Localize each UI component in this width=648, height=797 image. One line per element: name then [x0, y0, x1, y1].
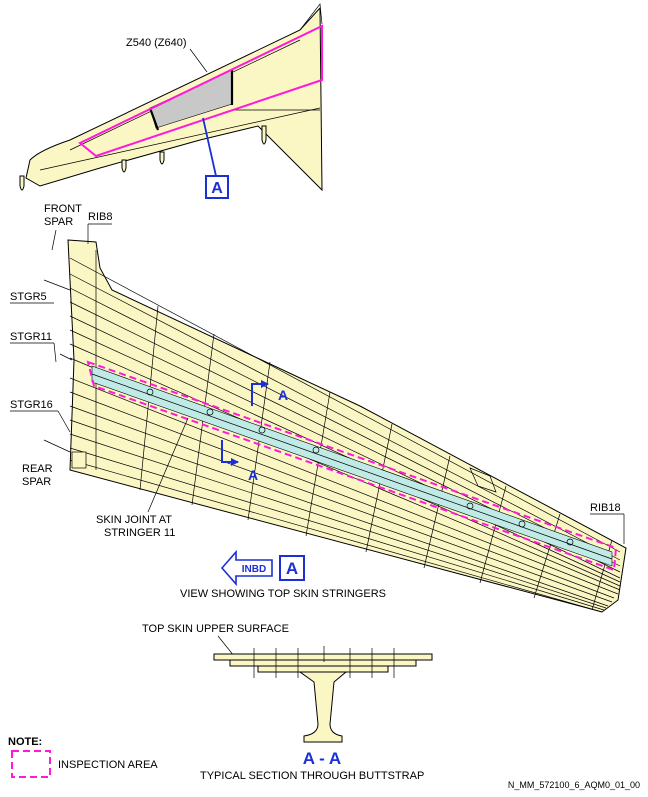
inspection-zone-outline	[78, 24, 323, 158]
zone-leader	[189, 48, 208, 73]
drawing-id: N_MM_572100_6_AQM0_01_00	[508, 780, 640, 790]
inspection-legend-swatch	[11, 750, 51, 778]
section-title: A - A	[303, 749, 341, 768]
view-marker-a: A	[279, 555, 305, 581]
inbd-arrow: INBD	[220, 549, 273, 587]
skin-panel	[67, 239, 627, 613]
view-callout-letter: A	[211, 180, 223, 197]
view-callout-a: A	[205, 175, 229, 199]
stgr16-label: STGR16	[10, 399, 53, 411]
buttstrap-section	[213, 646, 433, 743]
wing-planform	[19, 3, 323, 192]
view-callout-line	[202, 117, 217, 177]
stgr5-label: STGR5	[10, 291, 47, 303]
skin-joint-label-1: SKIN JOINT AT	[96, 514, 172, 526]
skin-joint-band	[91, 365, 613, 567]
stringer-lines	[69, 257, 621, 613]
section-marker-top-letter: A	[278, 387, 288, 403]
front-spar-leader	[51, 229, 57, 251]
rear-spar-label-2: SPAR	[22, 476, 51, 488]
note-legend-label: INSPECTION AREA	[58, 759, 158, 771]
top-skin-label: TOP SKIN UPPER SURFACE	[142, 623, 289, 635]
rear-spar-label-1: REAR	[22, 463, 53, 475]
section-caption: TYPICAL SECTION THROUGH BUTTSTRAP	[200, 770, 424, 782]
section-cut-bottom: A	[221, 440, 258, 483]
zone-label: Z540 (Z640)	[126, 37, 187, 49]
skin-joint-leader	[147, 417, 189, 513]
front-spar-label-1: FRONT	[44, 203, 82, 215]
rib18-label: RIB18	[590, 502, 621, 514]
inbd-label: INBD	[242, 564, 266, 575]
section-cut-top: A	[251, 380, 288, 406]
view-caption: VIEW SHOWING TOP SKIN STRINGERS	[180, 588, 386, 600]
section-marker-bottom-letter: A	[248, 467, 258, 483]
stgr11-label: STGR11	[10, 331, 52, 343]
view-marker-letter: A	[286, 559, 298, 578]
rib8-label: RIB8	[88, 211, 112, 223]
skin-joint-label-2: STRINGER 11	[104, 527, 175, 539]
note-title: NOTE:	[8, 736, 42, 748]
front-spar-label-2: SPAR	[44, 216, 73, 228]
joint-fasteners	[146, 388, 574, 546]
